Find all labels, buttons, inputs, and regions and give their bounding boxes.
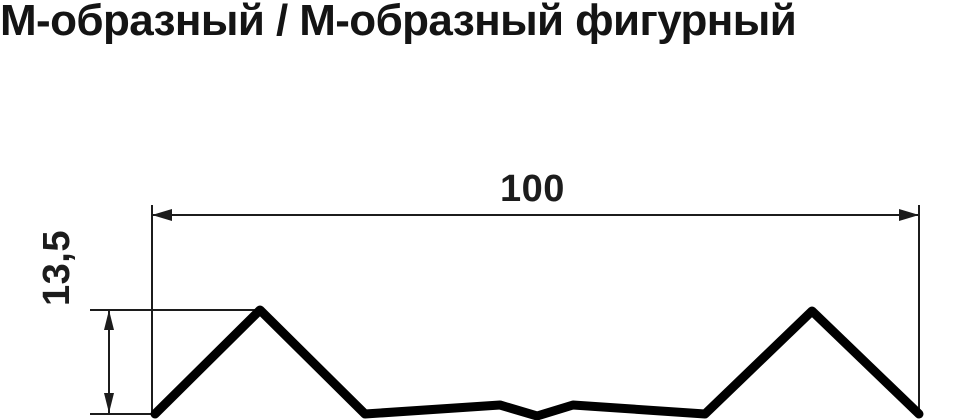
arrow-down-icon bbox=[104, 393, 114, 413]
arrow-up-icon bbox=[104, 310, 114, 330]
width-dimension-label: 100 bbox=[500, 168, 565, 210]
arrow-right-icon bbox=[899, 209, 919, 221]
arrow-left-icon bbox=[152, 209, 172, 221]
height-dimension-label: 13,5 bbox=[36, 230, 78, 306]
page-title: М-образный / М-образный фигурный bbox=[0, 0, 797, 45]
profile-outline bbox=[150, 305, 924, 420]
